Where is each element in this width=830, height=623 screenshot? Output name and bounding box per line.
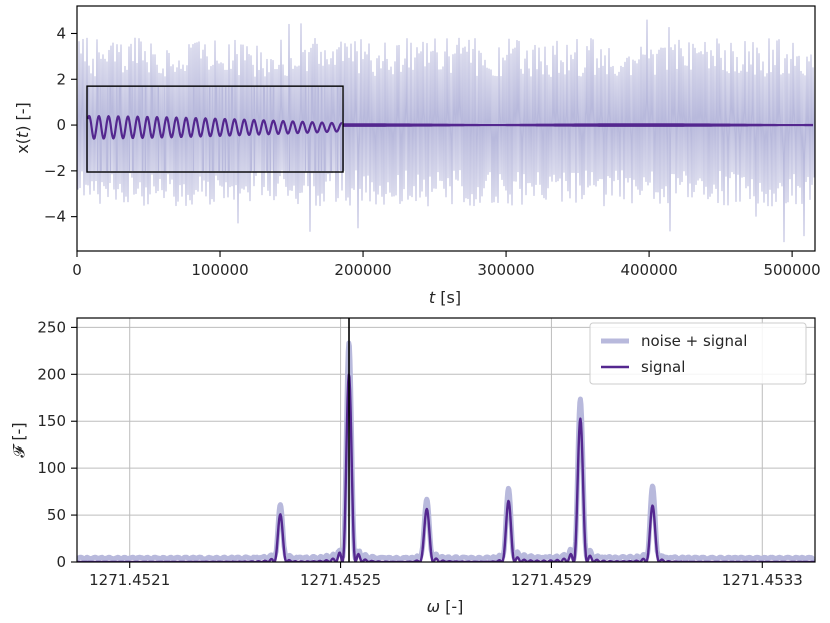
legend-box xyxy=(589,322,807,385)
series-noise-plus-signal xyxy=(77,340,815,562)
top-y-label-post: ) [-] xyxy=(13,102,32,132)
top-x-tick-label: 300000 xyxy=(477,261,534,279)
bottom-y-ticks: 0 50 100 150 200 250 xyxy=(37,318,77,571)
noise-signal-trace xyxy=(77,19,815,243)
top-y-tick-label: −4 xyxy=(44,208,66,226)
bottom-y-tick-label: 0 xyxy=(56,553,66,571)
top-y-tick-label: −2 xyxy=(44,162,66,180)
time-series-panel: 0 100000 200000 300000 400000 500000 420−2−4 … xyxy=(13,5,821,307)
top-x-tick-label: 0 xyxy=(72,261,82,279)
top-y-ticks: 4 2 0 −2 −4 xyxy=(44,24,77,226)
top-y-label-pre: x( xyxy=(13,138,32,154)
signal-envelope xyxy=(343,123,814,127)
bottom-y-tick-label: 50 xyxy=(47,506,66,524)
top-x-label-unit: [s] xyxy=(435,288,461,307)
top-x-tick-label: 200000 xyxy=(334,261,391,279)
bottom-y-tick-label: 250 xyxy=(37,318,66,336)
bottom-x-axis-label: ω [-] xyxy=(427,597,464,616)
top-x-tick-label: 400000 xyxy=(620,261,677,279)
top-y-tick-label: 2 xyxy=(56,70,66,88)
bottom-y-tick-label: 200 xyxy=(37,365,66,383)
bottom-axes-frame xyxy=(76,317,816,563)
bottom-y-axis-label: 𝓕 [-] xyxy=(9,422,28,457)
top-x-tick-label: 500000 xyxy=(763,261,820,279)
spectrum-panel: 1271.4521 1271.4525 1271.4529 1271.4533 0 50… xyxy=(9,317,816,616)
legend-label-noise-signal: noise + signal xyxy=(641,332,747,350)
legend-label-signal: signal xyxy=(641,358,685,376)
bottom-y-tick-label: 150 xyxy=(37,412,66,430)
top-y-label-var: t xyxy=(13,131,32,138)
top-axes-frame xyxy=(76,5,816,252)
bottom-x-tick-label: 1271.4525 xyxy=(300,571,381,589)
bottom-x-tick-label: 1271.4529 xyxy=(511,571,592,589)
top-signal-layer xyxy=(86,85,814,173)
top-x-ticks: 0 100000 200000 300000 400000 500000 xyxy=(72,251,821,279)
top-noise-layer xyxy=(77,19,815,243)
inset-signal-trace xyxy=(86,114,343,140)
bottom-y-tick-label: 100 xyxy=(37,459,66,477)
top-x-label-var: t xyxy=(429,288,436,307)
bottom-x-label-unit: [-] xyxy=(440,597,463,616)
inset-frame xyxy=(86,85,344,173)
top-y-tick-label: 0 xyxy=(56,116,66,134)
bottom-x-tick-label: 1271.4533 xyxy=(722,571,803,589)
top-y-tick-label: 4 xyxy=(56,24,66,42)
bottom-x-label-var: ω xyxy=(427,597,440,616)
bottom-x-tick-label: 1271.4521 xyxy=(89,571,170,589)
top-x-axis-label: t [s] xyxy=(429,288,461,307)
bottom-x-ticks: 1271.4521 1271.4525 1271.4529 1271.4533 xyxy=(89,562,803,589)
legend: noise + signal signal xyxy=(589,322,807,385)
top-x-tick-label: 100000 xyxy=(191,261,248,279)
top-y-axis-label: x(t) [-] xyxy=(13,102,32,154)
